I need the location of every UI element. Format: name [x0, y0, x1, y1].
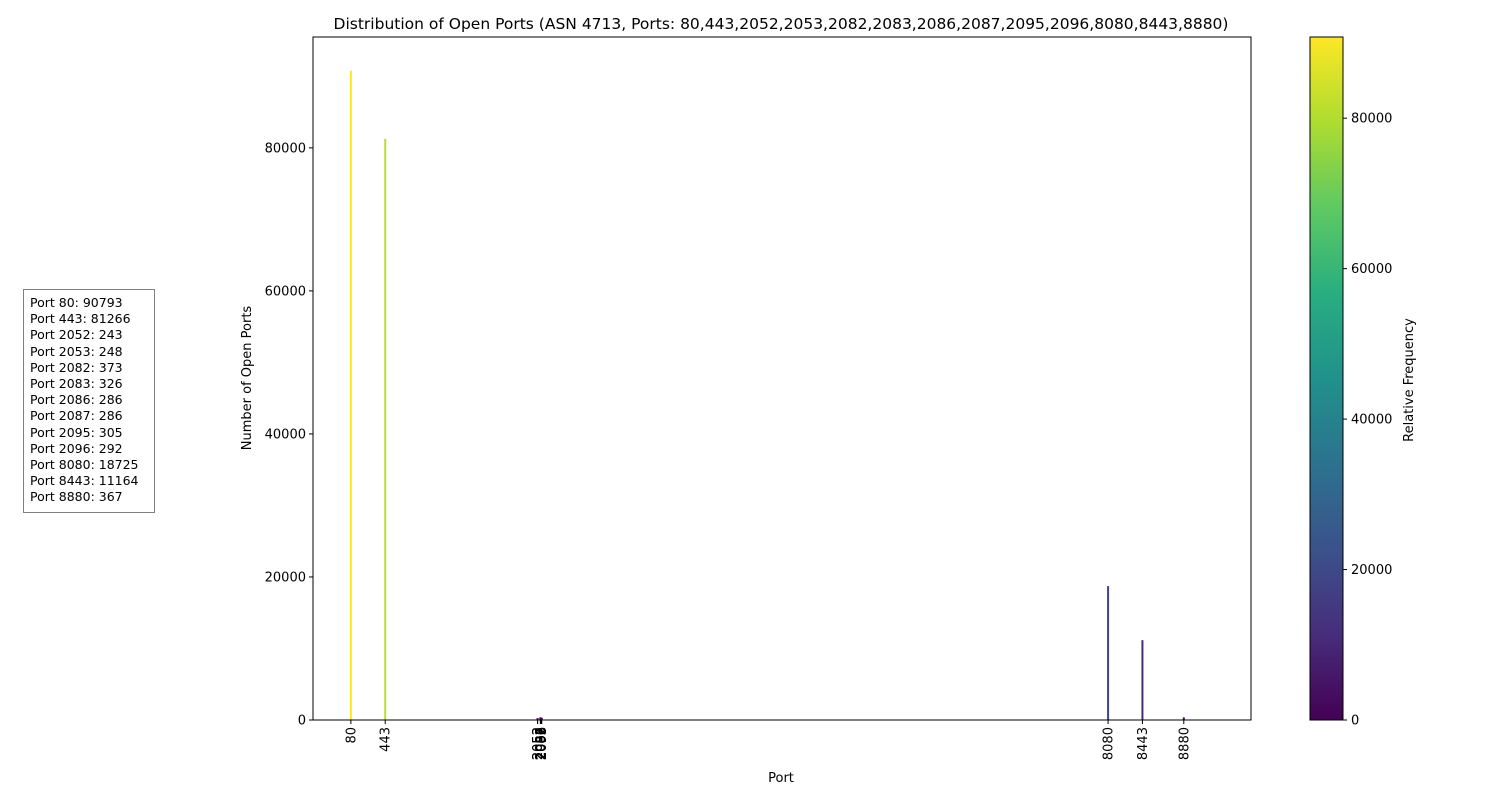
x-tick-label: 8080 [1102, 727, 1117, 760]
annotation-line: Port 2052: 243 [30, 327, 123, 343]
annotation-line: Port 8080: 18725 [30, 457, 139, 473]
colorbar-label: Relative Frequency [1402, 318, 1417, 442]
annotation-line: Port 443: 81266 [30, 311, 131, 327]
y-tick-label: 0 [298, 714, 306, 729]
plot-frame [312, 36, 1252, 721]
bar-port-80 [349, 70, 352, 720]
x-tick-label: 8880 [1177, 727, 1192, 760]
annotation-line: Port 80: 90793 [30, 295, 123, 310]
x-tick-label: 443 [379, 727, 394, 752]
annotation-line: Port 2095: 305 [30, 424, 123, 440]
bar-port-443 [384, 138, 387, 720]
x-tick-label: 2053 [531, 727, 546, 760]
x-tick-label: 8443 [1136, 727, 1151, 760]
y-tick-label: 40000 [265, 427, 306, 442]
colorbar-tick-label: 40000 [1351, 413, 1392, 428]
x-tick-label: 2095 [535, 727, 550, 760]
y-axis: 0 20000 40000 60000 80000 [265, 141, 313, 729]
colorbar-tick-label: 0 [1351, 714, 1359, 729]
bar-port-2053 [536, 718, 539, 720]
x-tick-label: 2052 [531, 727, 546, 760]
x-tick-label: 80 [344, 727, 359, 744]
annotation-line: Port 2083: 326 [30, 376, 123, 392]
bar-port-8443 [1141, 640, 1144, 720]
annotation-line: Port 2053: 248 [30, 343, 123, 359]
port-counts-annotation: Port 80: 90793 Port 443: 81266 Port 2052… [23, 289, 155, 513]
annotation-line: Port 2096: 292 [30, 440, 123, 456]
colorbar-tick-label: 20000 [1351, 563, 1392, 578]
chart-title: Distribution of Open Ports (ASN 4713, Po… [334, 15, 1229, 33]
x-axis-label: Port [768, 771, 794, 786]
y-tick-label: 80000 [265, 141, 306, 156]
x-tick-label: 2083 [534, 727, 549, 760]
x-tick-label: 2086 [534, 727, 549, 760]
colorbar-tick-label: 60000 [1351, 262, 1392, 277]
annotation-line: Port 2082: 373 [30, 359, 123, 375]
annotation-line: Port 8443: 11164 [30, 473, 139, 489]
y-axis-label: Number of Open Ports [240, 306, 255, 451]
bar-port-2096 [540, 717, 543, 720]
colorbar [1309, 36, 1344, 721]
annotation-line: Port 8880: 367 [30, 489, 123, 505]
colorbar-axis: 0 20000 40000 60000 80000 [1343, 112, 1392, 729]
x-tick-label: 2087 [534, 727, 549, 760]
annotation-line: Port 2086: 286 [30, 392, 123, 408]
bar-port-8880 [1182, 717, 1185, 720]
annotation-line: Port 2087: 286 [30, 408, 123, 424]
bars-group [349, 70, 1185, 720]
y-tick-label: 20000 [265, 570, 306, 585]
bar-port-8080 [1107, 586, 1110, 720]
colorbar-tick-label: 80000 [1351, 112, 1392, 127]
y-tick-label: 60000 [265, 284, 306, 299]
x-tick-label: 2082 [534, 727, 549, 760]
x-tick-label: 2096 [535, 727, 550, 760]
